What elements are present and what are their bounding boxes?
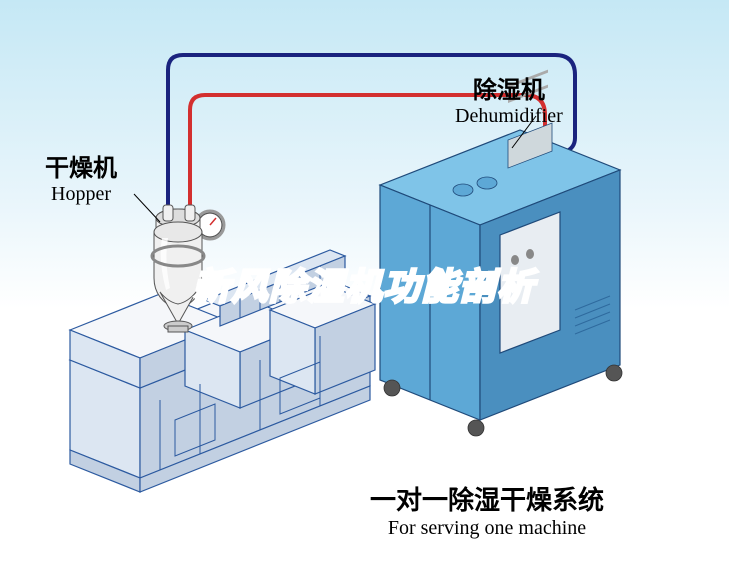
- hopper-label-en: Hopper: [45, 183, 117, 206]
- dehumidifier-label-cn: 除湿机: [455, 70, 563, 105]
- dehumidifier-label-en: Dehumidifier: [455, 105, 563, 128]
- bottom-title-cn: 一对一除湿干燥系统: [370, 480, 604, 517]
- hopper-leader: [134, 194, 160, 222]
- hopper-label-cn: 干燥机: [45, 148, 117, 183]
- bottom-title-en: For serving one machine: [370, 517, 604, 540]
- overlay-title: 新风除湿机功能剖析: [193, 258, 535, 310]
- diagram-stage: 干燥机 Hopper 除湿机 Dehumidifier 一对一除湿干燥系统 Fo…: [0, 0, 729, 561]
- dehumidifier-label: 除湿机 Dehumidifier: [455, 70, 563, 128]
- bottom-title: 一对一除湿干燥系统 For serving one machine: [370, 480, 604, 540]
- hopper-label: 干燥机 Hopper: [45, 148, 117, 206]
